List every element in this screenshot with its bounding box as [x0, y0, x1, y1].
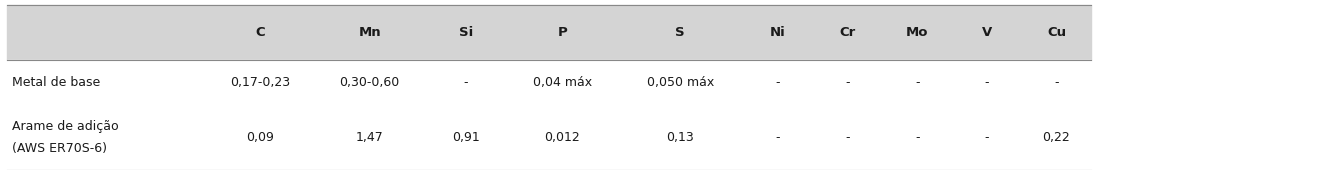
Text: 0,22: 0,22 — [1043, 131, 1070, 144]
Text: S: S — [675, 26, 686, 39]
Bar — [7, 105, 1091, 170]
Text: Metal de base: Metal de base — [12, 76, 100, 89]
Text: 1,47: 1,47 — [356, 131, 383, 144]
Text: (AWS ER70S-6): (AWS ER70S-6) — [12, 142, 107, 155]
Text: 0,04 máx: 0,04 máx — [533, 76, 592, 89]
Text: Ni: Ni — [770, 26, 786, 39]
Text: P: P — [557, 26, 568, 39]
Text: Cr: Cr — [840, 26, 856, 39]
Text: -: - — [775, 131, 781, 144]
Text: V: V — [981, 26, 992, 39]
Bar — [7, 59, 1091, 105]
Text: 0,17-0,23: 0,17-0,23 — [230, 76, 289, 89]
Text: 0,09: 0,09 — [246, 131, 273, 144]
Text: -: - — [845, 76, 850, 89]
Text: 0,050 máx: 0,050 máx — [647, 76, 714, 89]
Text: -: - — [845, 131, 850, 144]
Text: 0,13: 0,13 — [667, 131, 694, 144]
Text: 0,30-0,60: 0,30-0,60 — [340, 76, 399, 89]
Text: -: - — [915, 131, 920, 144]
Text: -: - — [463, 76, 469, 89]
Text: 0,012: 0,012 — [545, 131, 580, 144]
Text: Mo: Mo — [907, 26, 928, 39]
Bar — [7, 5, 1091, 59]
Text: -: - — [775, 76, 781, 89]
Text: Si: Si — [459, 26, 473, 39]
Text: -: - — [984, 131, 990, 144]
Text: 0,91: 0,91 — [453, 131, 479, 144]
Text: Mn: Mn — [359, 26, 380, 39]
Text: -: - — [984, 76, 990, 89]
Text: C: C — [254, 26, 265, 39]
Text: Arame de adição: Arame de adição — [12, 120, 119, 133]
Text: -: - — [915, 76, 920, 89]
Text: Cu: Cu — [1047, 26, 1066, 39]
Text: -: - — [1054, 76, 1059, 89]
